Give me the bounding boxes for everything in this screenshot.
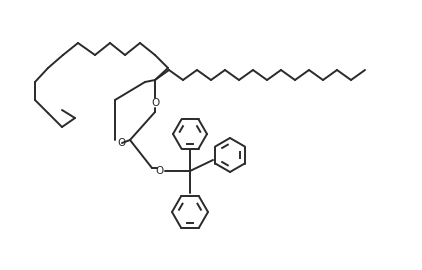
Text: O: O: [151, 98, 159, 108]
Text: O: O: [118, 138, 126, 148]
Text: O: O: [156, 166, 164, 176]
